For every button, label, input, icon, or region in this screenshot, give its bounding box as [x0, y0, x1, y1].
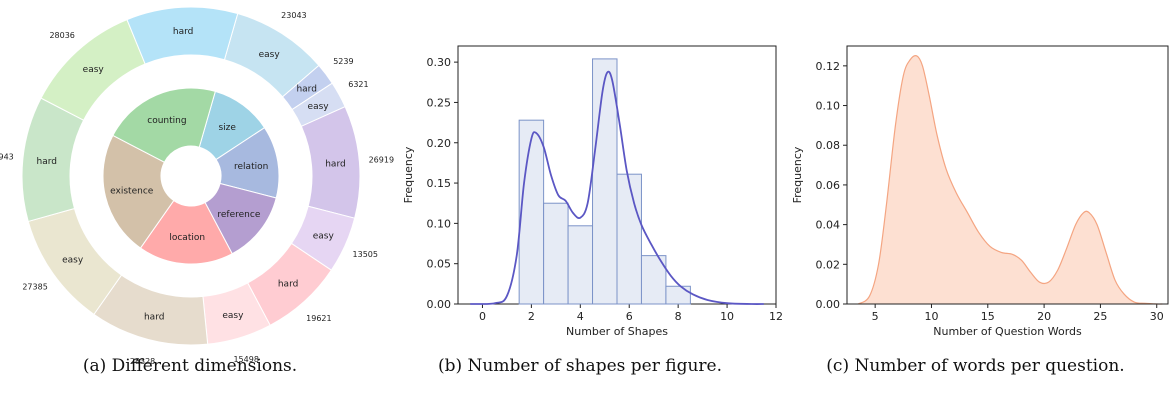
outer-label-2: easy	[308, 102, 330, 112]
outer-label-1: hard	[296, 85, 316, 95]
histogram-bar-4	[616, 173, 642, 305]
sunburst-chart: easy 23043 hard 5239 easy 6321 hard 26919 easy 13…	[0, 6, 394, 366]
y-tick-label-1: 0.02	[816, 258, 841, 271]
outer-label-10: easy	[83, 65, 105, 75]
outer-value-2: 6321	[348, 80, 368, 89]
caption-b: (b) Number of shapes per figure.	[437, 356, 722, 376]
x-tick-label-1: 10	[924, 310, 938, 323]
inner-label-size: size	[218, 123, 236, 133]
panel-shapes: 0 2 4 6 8 10 12 0.00 0.05 0.10 0.15 0.20 0.25 0.30 Num…	[380, 0, 783, 394]
x-axis-label: Number of Shapes	[566, 325, 668, 338]
outer-label-5: hard	[278, 280, 298, 290]
plot-frame	[846, 45, 1169, 305]
x-tick-label-2: 15	[981, 310, 995, 323]
y-axis-label: Frequency	[791, 146, 804, 203]
y-tick-label-4: 0.08	[816, 139, 841, 152]
inner-label-counting: counting	[147, 116, 186, 126]
x-tick-label-3: 6	[626, 310, 633, 323]
caption-a: (a) Different dimensions.	[82, 356, 298, 376]
x-tick-label-0: 5	[872, 310, 879, 323]
outer-value-7: 28328	[130, 357, 155, 366]
density-line	[857, 55, 1163, 305]
panel-dimensions: easy 23043 hard 5239 easy 6321 hard 26919 easy 13…	[0, 0, 394, 394]
caption-c: (c) Number of words per question.	[826, 356, 1125, 376]
outer-value-6: 15498	[233, 355, 258, 364]
outer-value-9: 29943	[0, 152, 14, 161]
outer-label-6: easy	[222, 311, 244, 321]
y-tick-label-4: 0.20	[427, 137, 452, 150]
kde-line	[470, 70, 764, 305]
y-axis-label: Frequency	[402, 146, 415, 203]
y-tick-label-6: 0.30	[427, 56, 452, 69]
inner-label-location: location	[169, 233, 205, 243]
x-tick-label-3: 20	[1037, 310, 1051, 323]
y-tick-label-0: 0.00	[816, 298, 841, 311]
histogram-chart: 0 2 4 6 8 10 12 0.00 0.05 0.10 0.15 0.20 0.25 0.30 Num…	[402, 45, 783, 338]
x-tick-label-5: 30	[1150, 310, 1164, 323]
y-tick-label-0: 0.00	[427, 298, 452, 311]
y-tick-label-1: 0.05	[427, 258, 452, 271]
inner-wedge-existence	[102, 134, 175, 249]
outer-value-1: 5239	[333, 57, 353, 66]
x-tick-label-1: 2	[528, 310, 535, 323]
outer-label-0: easy	[259, 50, 281, 60]
x-tick-label-4: 8	[675, 310, 682, 323]
outer-label-9: hard	[37, 157, 57, 167]
inner-label-relation: relation	[234, 162, 268, 172]
histogram-bar-2	[567, 225, 594, 305]
outer-value-8: 27385	[22, 282, 47, 291]
outer-value-3: 26919	[369, 156, 394, 165]
outer-wedge-11	[126, 6, 239, 65]
y-tick-label-5: 0.10	[816, 100, 841, 113]
outer-value-5: 19621	[306, 314, 331, 323]
inner-wedge-counting	[112, 87, 216, 163]
y-tick-label-6: 0.12	[816, 60, 841, 73]
outer-label-8: easy	[62, 256, 84, 266]
outer-label-7: hard	[144, 312, 164, 322]
y-tick-label-5: 0.25	[427, 96, 452, 109]
outer-value-4: 13505	[353, 250, 378, 259]
y-tick-label-3: 0.06	[816, 179, 841, 192]
x-axis-label: Number of Question Words	[933, 325, 1082, 338]
histogram-bar-3	[592, 58, 618, 305]
histogram-bar-0	[518, 119, 545, 305]
x-tick-label-2: 4	[577, 310, 584, 323]
outer-label-11: hard	[173, 27, 193, 37]
outer-value-0: 23043	[281, 11, 306, 20]
histogram-bar-6	[665, 285, 691, 305]
inner-wedge-location	[139, 199, 233, 265]
density-area	[858, 55, 1163, 305]
inner-label-reference: reference	[217, 210, 260, 220]
outer-label-4: easy	[313, 231, 335, 241]
x-tick-label-4: 25	[1093, 310, 1107, 323]
inner-label-existence: existence	[110, 187, 154, 197]
histogram-bar-1	[543, 202, 569, 305]
y-tick-label-3: 0.15	[427, 177, 452, 190]
outer-value-10: 28036	[49, 31, 74, 40]
x-tick-label-6: 12	[769, 310, 783, 323]
panel-words: 5 10 15 20 25 30 0.00 0.02 0.04 0.06 0.08 0.10 0.12 N…	[780, 0, 1171, 394]
x-tick-label-5: 10	[720, 310, 734, 323]
x-tick-label-0: 0	[479, 310, 486, 323]
y-tick-label-2: 0.10	[427, 217, 452, 230]
density-chart: 5 10 15 20 25 30 0.00 0.02 0.04 0.06 0.08 0.10 0.12 N…	[791, 45, 1169, 338]
outer-label-3: hard	[325, 160, 345, 170]
y-tick-label-2: 0.04	[816, 219, 841, 232]
